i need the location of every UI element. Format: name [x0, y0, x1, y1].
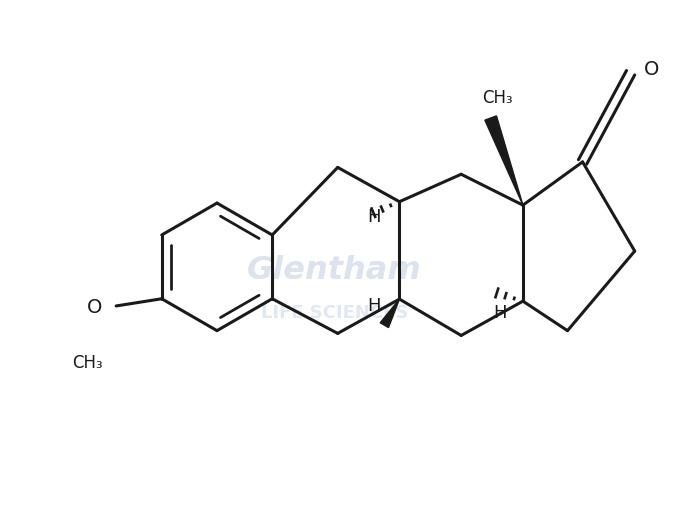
Text: CH₃: CH₃ — [72, 354, 103, 372]
Polygon shape — [380, 299, 400, 328]
Text: LIFE SCIENCES: LIFE SCIENCES — [260, 304, 408, 322]
Text: CH₃: CH₃ — [482, 89, 513, 107]
Text: H: H — [493, 304, 507, 322]
Text: O: O — [644, 60, 660, 79]
Text: H: H — [367, 297, 381, 315]
Text: O: O — [87, 298, 102, 317]
Polygon shape — [485, 116, 523, 205]
Text: H: H — [367, 208, 381, 226]
Text: Glentham: Glentham — [247, 255, 422, 286]
